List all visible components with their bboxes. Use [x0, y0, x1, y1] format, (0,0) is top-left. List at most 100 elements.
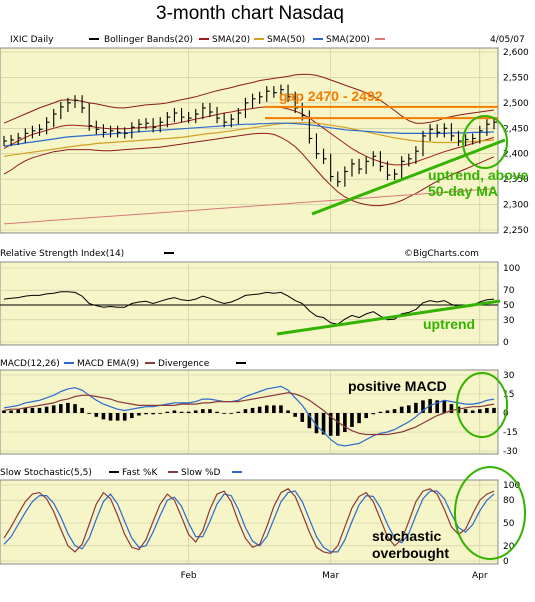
rsi-y-tick-label: 100 — [503, 264, 520, 274]
divergence-bar — [343, 413, 347, 432]
macd-panel: MACD(12,26) MACD EMA(9) Divergence 30150… — [0, 359, 518, 457]
rsi-y-tick-label: 70 — [503, 286, 515, 296]
macd-ema-header: MACD EMA(9) — [77, 359, 139, 369]
divergence-bar — [307, 413, 312, 429]
price-trendline — [311, 138, 506, 216]
stochastic-y-tick-label: 20 — [503, 542, 515, 552]
price-bars — [3, 84, 497, 187]
divergence-bar — [23, 407, 28, 413]
divergence-bar — [94, 413, 99, 417]
stochastic-panel: Slow Stochastic(5,5) Fast %K Slow %D 100… — [0, 466, 526, 581]
divergence-bar — [385, 410, 390, 413]
divergence-bar — [186, 411, 191, 413]
divergence-bar — [101, 413, 106, 420]
rsi-header: Relative Strength Index(14) — [0, 249, 124, 259]
divergence-bar — [414, 402, 418, 413]
page-title: 3-month chart Nasdaq — [156, 3, 344, 24]
gap-annotation: gap 2470 - 2492 — [279, 88, 383, 104]
divergence-bar — [279, 405, 283, 413]
divergence-bar — [300, 413, 305, 422]
price-header-bollinger: Bollinger Bands(20) — [104, 35, 193, 45]
price-y-tick-label: 2,250 — [503, 226, 529, 236]
divergence-bar — [158, 413, 163, 414]
divergence-bar — [314, 413, 319, 434]
divergence-bar — [137, 413, 141, 416]
divergence-bar — [16, 409, 21, 413]
price-y-tick-label: 2,350 — [503, 175, 529, 185]
sma50-line — [3, 122, 495, 157]
divergence-bar — [272, 405, 276, 413]
divergence-bar — [59, 404, 63, 413]
macd-y-tick-label: -15 — [503, 428, 518, 438]
price-header-sma200: SMA(200) — [326, 35, 370, 45]
divergence-bar — [122, 413, 127, 421]
price-y-tick-label: 2,300 — [503, 201, 529, 211]
rsi-y-tick-label: 30 — [503, 316, 515, 326]
price-y-tick-label: 2,450 — [503, 124, 529, 134]
divergence-bar — [442, 400, 447, 413]
divergence-bar — [364, 413, 368, 419]
divergence-bar — [243, 409, 248, 413]
price-header-sma50: SMA(50) — [267, 35, 305, 45]
sma20-line — [3, 106, 495, 166]
divergence-bar — [193, 410, 198, 413]
sma200-line — [3, 122, 495, 147]
divergence-bar — [406, 405, 411, 413]
divergence-bar — [328, 413, 333, 436]
divergence-bar — [172, 410, 177, 413]
rsi-line — [3, 291, 495, 325]
price-y-tick-label: 2,400 — [503, 150, 529, 160]
divergence-bar — [456, 406, 461, 413]
divergence-bar — [201, 409, 205, 413]
divergence-bar — [257, 406, 262, 413]
divergence-bar — [264, 405, 269, 413]
divergence-bar — [435, 400, 439, 413]
uptrend-annotation-line1: uptrend, above — [428, 167, 529, 183]
stochastic-panel-bg — [0, 479, 499, 565]
price-highlight-circle — [462, 115, 508, 169]
price-y-ticks: 2,250 2,300 2,350 2,400 2,450 2,500 2,550 2,600 — [503, 48, 529, 236]
macd-y-tick-label: 30 — [503, 371, 515, 381]
divergence-bar — [9, 410, 13, 413]
divergence-bar — [130, 413, 134, 419]
divergence-bar — [66, 402, 70, 413]
divergence-bar — [229, 413, 234, 414]
divergence-bar — [37, 407, 42, 413]
macd-y-tick-label: -30 — [503, 447, 518, 457]
stochastic-y-tick-label: 80 — [503, 496, 515, 506]
rsi-trendline — [276, 299, 501, 336]
stochastic-annotation-line2: overbought — [372, 545, 449, 561]
rsi-uptrend-annotation: uptrend — [423, 316, 475, 332]
divergence-bar — [87, 413, 92, 414]
divergence-bar — [321, 413, 326, 435]
rsi-grid — [0, 264, 498, 345]
x-axis-ticks: Feb Mar Apr — [181, 571, 488, 581]
rsi-panel: Relative Strength Index(14) ©BigCharts.c… — [0, 249, 520, 348]
divergence-bar — [449, 404, 454, 413]
macd-line — [3, 385, 495, 447]
macd-y-tick-label: 15 — [503, 390, 514, 400]
divergence-header: Divergence — [158, 359, 210, 369]
divergence-bar — [73, 404, 77, 413]
divergence-bar — [350, 413, 354, 427]
divergence-bar — [30, 407, 35, 413]
price-panel: IXIC Daily Bollinger Bands(20) SMA(20) S… — [0, 35, 529, 236]
divergence-bar — [80, 407, 84, 413]
price-y-tick-label: 2,600 — [503, 48, 529, 58]
bigcharts-source: ©BigCharts.com — [404, 249, 479, 259]
fast-k-line — [3, 488, 495, 555]
positive-macd-annotation: positive MACD — [348, 378, 447, 394]
divergence-bar — [2, 410, 6, 413]
divergence-bar — [115, 413, 120, 421]
divergence-bar — [463, 409, 468, 413]
rsi-y-tick-label: 0 — [503, 338, 509, 348]
divergence-bar — [357, 413, 361, 424]
stochastic-y-tick-label: 50 — [503, 519, 515, 529]
bollinger-upper-line — [3, 73, 495, 124]
divergence-bar — [179, 411, 184, 413]
stochastic-y-ticks: 100 80 50 20 0 — [503, 481, 520, 567]
macd-header: MACD(12,26) — [0, 359, 60, 369]
slow-d-line — [3, 490, 495, 553]
divergence-bar — [236, 411, 241, 413]
